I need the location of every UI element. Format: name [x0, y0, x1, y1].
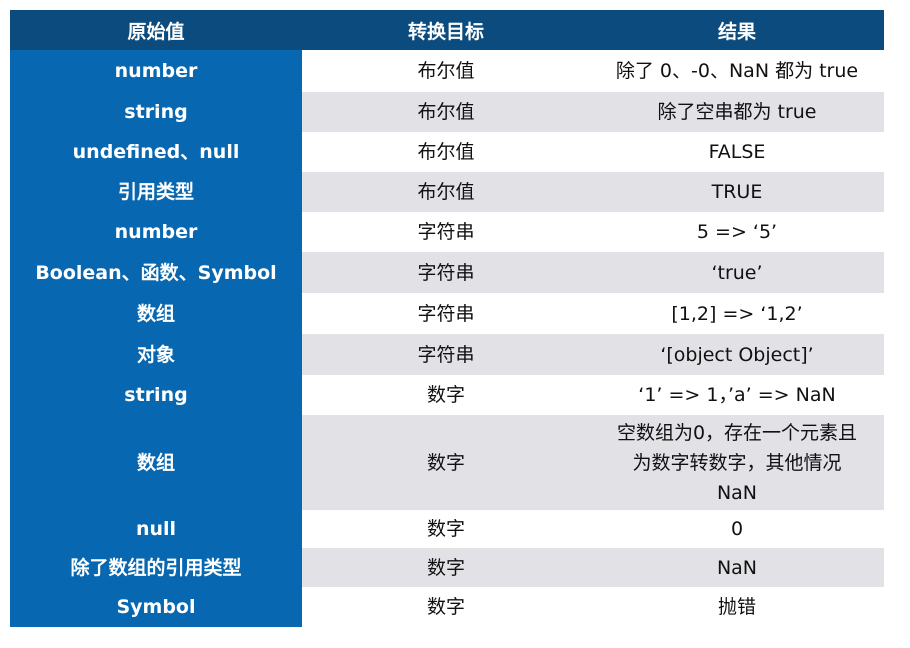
cell-result: 抛错	[590, 587, 884, 627]
table-row: 除了数组的引用类型 数字 NaN	[10, 548, 884, 587]
cell-result: [1,2] => ‘1,2’	[590, 293, 884, 334]
table-row: Boolean、函数、Symbol 字符串 ‘true’	[10, 252, 884, 293]
table-row: 对象 字符串 ‘[object Object]’	[10, 334, 884, 375]
cell-target: 布尔值	[302, 132, 590, 172]
cell-original: number	[10, 50, 302, 92]
table-row: number 布尔值 除了 0、-0、NaN 都为 true	[10, 50, 884, 92]
table-row: 引用类型 布尔值 TRUE	[10, 172, 884, 212]
cell-result: FALSE	[590, 132, 884, 172]
cell-original: Symbol	[10, 587, 302, 627]
cell-target: 数字	[302, 510, 590, 548]
table-row: 数组 数字 空数组为0，存在一个元素且为数字转数字，其他情况NaN	[10, 415, 884, 510]
conversion-table: 原始值 转换目标 结果 number 布尔值 除了 0、-0、NaN 都为 true…	[10, 10, 884, 627]
table-row: null 数字 0	[10, 510, 884, 548]
cell-original: string	[10, 375, 302, 415]
cell-result: 除了空串都为 true	[590, 92, 884, 132]
cell-target: 数字	[302, 415, 590, 510]
cell-original: string	[10, 92, 302, 132]
cell-target: 数字	[302, 548, 590, 587]
cell-target: 布尔值	[302, 92, 590, 132]
cell-result: ‘1’ => 1，’a’ => NaN	[590, 375, 884, 415]
header-target: 转换目标	[302, 10, 590, 50]
cell-target: 字符串	[302, 293, 590, 334]
cell-original: 引用类型	[10, 172, 302, 212]
cell-target: 数字	[302, 375, 590, 415]
cell-original: 数组	[10, 415, 302, 510]
cell-original: 除了数组的引用类型	[10, 548, 302, 587]
cell-result: 除了 0、-0、NaN 都为 true	[590, 50, 884, 92]
table-row: Symbol 数字 抛错	[10, 587, 884, 627]
table-row: undefined、null 布尔值 FALSE	[10, 132, 884, 172]
cell-target: 布尔值	[302, 172, 590, 212]
cell-result: NaN	[590, 548, 884, 587]
cell-original: 对象	[10, 334, 302, 375]
cell-original: null	[10, 510, 302, 548]
header-original: 原始值	[10, 10, 302, 50]
cell-original: 数组	[10, 293, 302, 334]
cell-result: ‘true’	[590, 252, 884, 293]
cell-target: 字符串	[302, 334, 590, 375]
cell-result: 0	[590, 510, 884, 548]
cell-original: Boolean、函数、Symbol	[10, 252, 302, 293]
table-row: number 字符串 5 => ‘5’	[10, 212, 884, 252]
cell-result: ‘[object Object]’	[590, 334, 884, 375]
header-result: 结果	[590, 10, 884, 50]
header-row: 原始值 转换目标 结果	[10, 10, 884, 50]
cell-target: 布尔值	[302, 50, 590, 92]
cell-result: 空数组为0，存在一个元素且为数字转数字，其他情况NaN	[590, 415, 884, 510]
table-row: string 布尔值 除了空串都为 true	[10, 92, 884, 132]
cell-target: 字符串	[302, 252, 590, 293]
table-row: string 数字 ‘1’ => 1，’a’ => NaN	[10, 375, 884, 415]
table-row: 数组 字符串 [1,2] => ‘1,2’	[10, 293, 884, 334]
cell-original: undefined、null	[10, 132, 302, 172]
cell-original: number	[10, 212, 302, 252]
cell-target: 数字	[302, 587, 590, 627]
cell-target: 字符串	[302, 212, 590, 252]
cell-result: 5 => ‘5’	[590, 212, 884, 252]
cell-result: TRUE	[590, 172, 884, 212]
